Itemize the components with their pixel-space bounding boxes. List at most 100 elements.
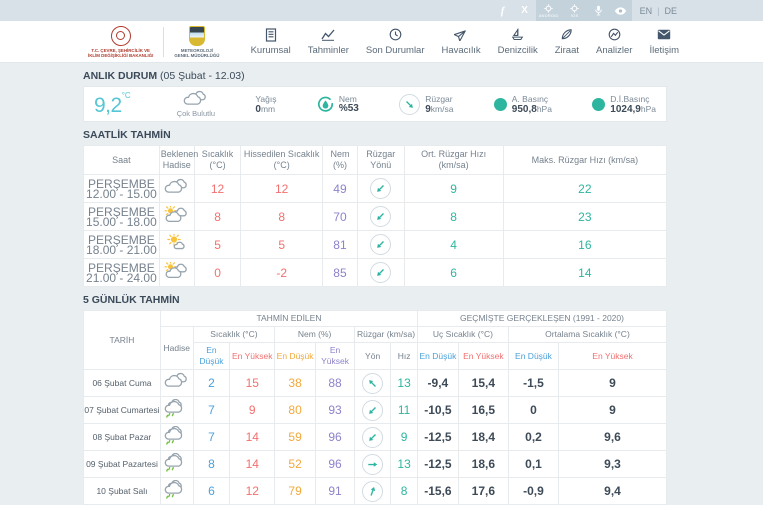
- daily-section-title: 5 GÜNLÜK TAHMİN: [83, 294, 180, 306]
- hourly-condition: [158, 174, 195, 203]
- accessibility-eye-icon[interactable]: [610, 0, 632, 21]
- hourly-wind-dir: [356, 202, 405, 231]
- daily-avg-min: -0,9: [507, 477, 560, 505]
- sub-temp-max: En Yüksek: [229, 342, 276, 370]
- daily-temp-min: 6: [192, 477, 231, 505]
- group-ruzgar: Rüzgar (km/sa): [354, 326, 418, 343]
- nav-item-son-durumlar[interactable]: Son Durumlar: [366, 28, 425, 56]
- cloudy-icon: [163, 372, 190, 391]
- current-rain: Yağış 0mm: [255, 93, 277, 115]
- hourly-row: PERŞEMBE 18.00 - 21.00 5 5 81 4 16: [83, 230, 668, 259]
- nav-item-i-leti-im[interactable]: İletişim: [649, 28, 679, 56]
- current-title-text: ANLIK DURUM: [83, 70, 158, 82]
- daily-temp-min: 7: [192, 423, 231, 451]
- current-temperature: 9,2°C: [94, 90, 131, 117]
- hourly-wind-max: 14: [502, 258, 668, 287]
- plane-icon: [454, 28, 468, 42]
- rain-icon: [163, 453, 190, 472]
- daily-temp-min: 7: [192, 396, 231, 424]
- daily-condition: [159, 369, 194, 397]
- current-humidity: Nem %53: [317, 94, 359, 114]
- daily-date: 09 Şubat Pazartesi: [83, 450, 161, 478]
- daily-avg-min: -1,5: [507, 369, 560, 397]
- daily-temp-max: 9: [229, 396, 276, 424]
- daily-ext-max: 16,5: [457, 396, 509, 424]
- leaf-icon: [560, 28, 573, 42]
- hourly-wind-max: 22: [502, 174, 668, 203]
- sub-ext-max: En Yüksek: [457, 342, 509, 370]
- daily-wind-dir: [354, 450, 392, 478]
- nav-item-ziraat[interactable]: Ziraat: [555, 28, 579, 56]
- daily-avg-max: 9: [558, 369, 667, 397]
- wind-direction-icon: [399, 93, 421, 115]
- topbar-app-box: ANDROID IOS: [535, 0, 632, 21]
- daily-avg-max: 9: [558, 396, 667, 424]
- daily-header-row-2: Hadise Sıcaklık (°C) Nem (%) Rüzgar (km/…: [84, 326, 668, 370]
- sub-temp-min: En Düşük: [192, 342, 231, 370]
- daily-wind-dir: [354, 369, 392, 397]
- x-twitter-icon[interactable]: X: [521, 5, 528, 16]
- daily-temp-min: 2: [192, 369, 231, 397]
- android-app-icon[interactable]: ANDROID: [536, 0, 562, 21]
- daily-temp-min: 8: [192, 450, 231, 478]
- current-conditions-panel: 9,2°C Çok Bulutlu Yağış 0mm Nem %53 R: [83, 86, 667, 122]
- group-ortalama-sicaklik: Ortalama Sıcaklık (°C): [507, 326, 668, 343]
- group-nem: Nem (%): [274, 326, 356, 343]
- daily-wind-speed: 13: [390, 369, 418, 397]
- hourly-time: PERŞEMBE 18.00 - 21.00: [83, 230, 160, 259]
- hourly-humidity: 49: [321, 174, 358, 203]
- daily-header-row-1: TARİH TAHMİN EDİLEN GEÇMİŞTE GERÇEKLEŞEN…: [83, 310, 667, 370]
- wind-direction-icon: [370, 206, 392, 227]
- nav-item-analizler[interactable]: Analizler: [596, 28, 632, 56]
- daily-avg-min: 0: [507, 396, 560, 424]
- nav-item-havac-l-k[interactable]: Havacılık: [442, 28, 481, 56]
- hourly-wind-max: 23: [502, 202, 668, 231]
- sea-pressure-dot-icon: [592, 97, 606, 111]
- main-nav: Kurumsal Tahminler Son Durumlar Havacılı…: [251, 27, 679, 56]
- mgm-logo[interactable]: METEOROLOJİ GENEL MÜDÜRLÜĞÜ: [174, 25, 219, 58]
- clock-icon: [389, 28, 402, 42]
- daily-avg-max: 9,3: [558, 450, 667, 478]
- current-title-date: (05 Şubat - 12.03): [160, 70, 245, 82]
- col-nem: Nem (%): [321, 145, 358, 175]
- ios-app-icon[interactable]: IOS: [562, 0, 588, 21]
- lang-en[interactable]: EN: [639, 5, 653, 16]
- wind-direction-icon: [362, 399, 384, 421]
- lang-de[interactable]: DE: [664, 5, 677, 16]
- hourly-forecast-table: Saat Beklenen Hadise Sıcaklık (°C) Hisse…: [83, 145, 668, 287]
- daily-header-row-3: En Düşük En Yüksek En Düşük En Yüksek Yö…: [84, 342, 667, 370]
- ministry-logo[interactable]: T.C. ÇEVRE, ŞEHİRCİLİK VE İKLİM DEĞİŞİKL…: [88, 25, 153, 58]
- main-content: ANLIK DURUM (05 Şubat - 12.03) 9,2°C Çok…: [83, 70, 668, 505]
- sub-ext-min: En Düşük: [417, 342, 459, 370]
- nav-item-tahminler[interactable]: Tahminler: [308, 28, 349, 56]
- group-sicaklik: Sıcaklık (°C): [192, 326, 276, 343]
- current-section-title: ANLIK DURUM (05 Şubat - 12.03): [83, 70, 667, 82]
- daily-hum-min: 38: [274, 369, 316, 397]
- daily-condition: [159, 423, 194, 451]
- nav-item-kurumsal[interactable]: Kurumsal: [251, 27, 291, 56]
- lang-separator: |: [657, 5, 660, 16]
- col-beklenen-hadise: Beklenen Hadise: [158, 145, 198, 175]
- daily-row: 09 Şubat Pazartesi 8 14 52 96 13 -12,5 1…: [83, 450, 667, 478]
- hourly-condition: [158, 230, 195, 259]
- nav-item-denizcilik[interactable]: Denizcilik: [498, 28, 538, 56]
- sunny-cloud-icon: [163, 233, 190, 253]
- microphone-icon[interactable]: [588, 0, 610, 21]
- hourly-temp: 0: [193, 258, 242, 287]
- group-gecmiste: GEÇMİŞTE GERÇEKLEŞEN (1991 - 2020): [417, 310, 667, 327]
- humidity-gauge-icon: [317, 96, 334, 113]
- daily-condition: [159, 450, 194, 478]
- sun-clouds-icon: [163, 261, 190, 281]
- sub-wind-dir: Yön: [354, 342, 392, 370]
- daily-ext-min: -15,6: [417, 477, 459, 505]
- col-ort-ruzgar: Ort. Rüzgar Hızı (km/sa): [403, 145, 504, 175]
- wind-direction-icon: [370, 262, 392, 283]
- daily-row: 08 Şubat Pazar 7 14 59 96 9 -12,5 18,4 0…: [83, 423, 667, 451]
- logo-divider: [163, 26, 165, 57]
- col-sicaklik: Sıcaklık (°C): [193, 145, 242, 175]
- hourly-row: PERŞEMBE 21.00 - 24.00 0 -2 85 6 14: [83, 258, 668, 287]
- col-tarih: TARİH: [83, 310, 161, 370]
- col-hadise: Hadise: [159, 326, 194, 370]
- facebook-icon[interactable]: f: [500, 4, 505, 17]
- group-uc-sicaklik: Uç Sıcaklık (°C): [417, 326, 509, 343]
